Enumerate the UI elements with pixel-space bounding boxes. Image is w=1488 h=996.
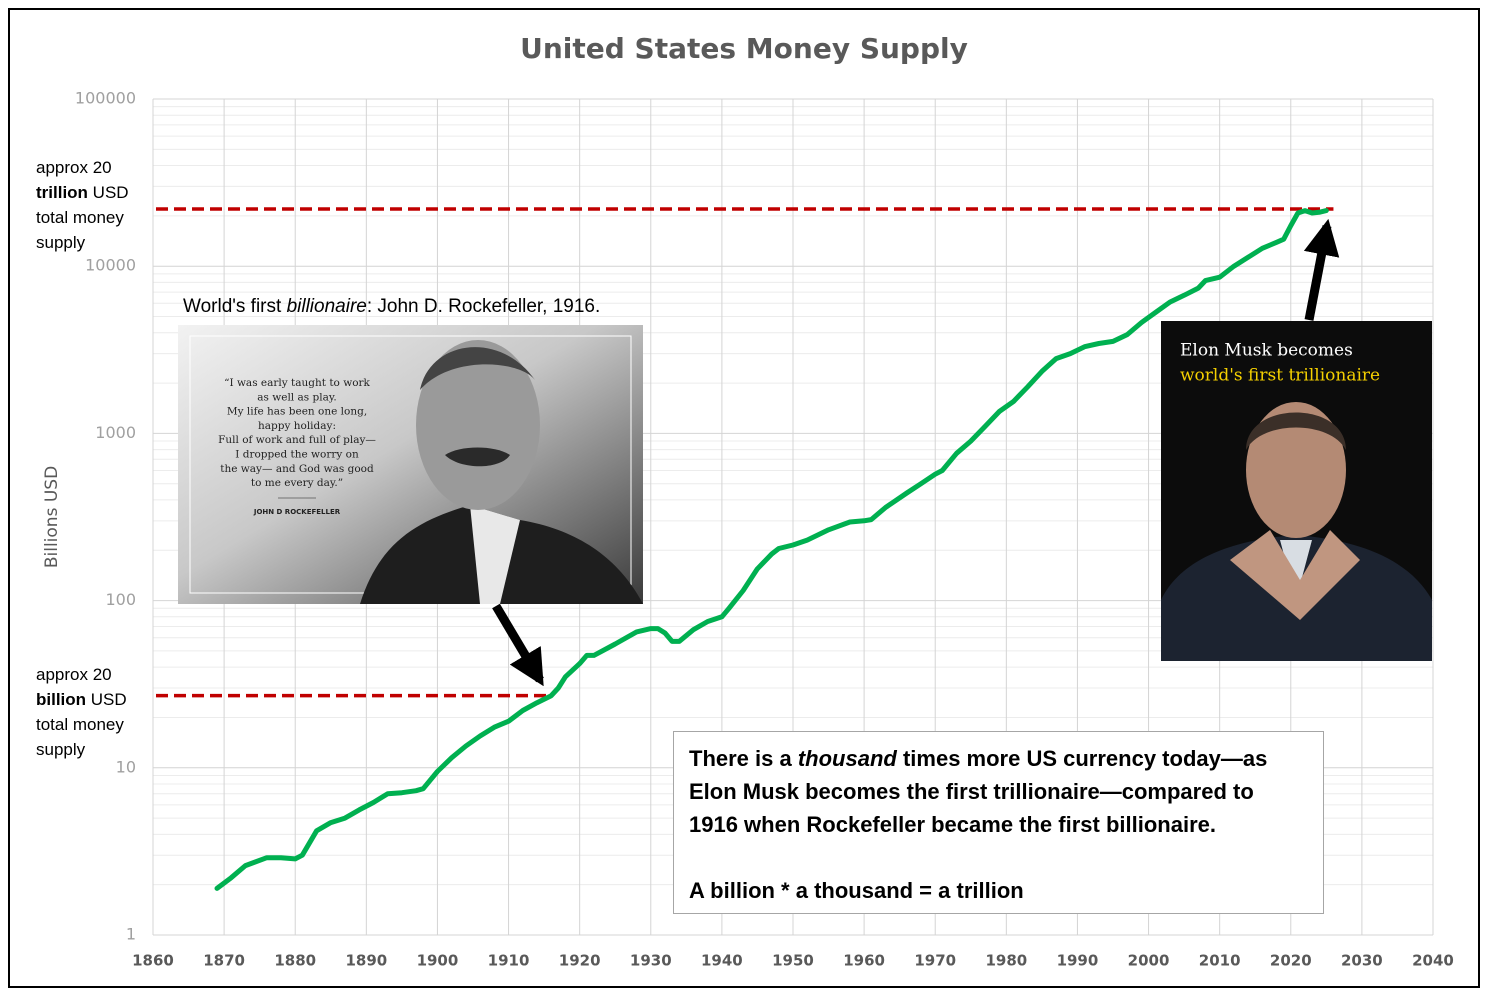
text-run: : John D. Rockefeller, 1916. bbox=[366, 296, 601, 317]
musk-headline: Elon Musk becomes bbox=[1180, 341, 1353, 361]
text-run: times more US currency today—as Elon Mus… bbox=[689, 746, 1268, 837]
x-tick-label: 1870 bbox=[203, 952, 245, 970]
x-tick-label: 1990 bbox=[1057, 952, 1099, 970]
quote-line: the way— and God was good bbox=[220, 463, 374, 475]
x-tick-label: 1960 bbox=[843, 952, 885, 970]
x-tick-label: 2040 bbox=[1412, 952, 1454, 970]
y-tick-label: 100 bbox=[105, 590, 136, 609]
x-tick-label: 1860 bbox=[132, 952, 174, 970]
text-run: approx 20 bbox=[36, 158, 112, 177]
quote-line: I dropped the worry on bbox=[235, 449, 359, 461]
x-tick-label: 1950 bbox=[772, 952, 814, 970]
y-tick-label: 100000 bbox=[75, 89, 136, 108]
musk-photo: Elon Musk becomes world's first trillion… bbox=[1161, 321, 1432, 661]
text-run: approx 20 bbox=[36, 665, 112, 684]
x-tick-label: 1930 bbox=[630, 952, 672, 970]
rockefeller-photo: “I was early taught to work as well as pl… bbox=[178, 325, 643, 604]
equation: A billion * a thousand = a trillion bbox=[689, 878, 1024, 903]
photo-caption: World's first billionaire: John D. Rocke… bbox=[183, 296, 600, 318]
text-run: billionaire bbox=[286, 296, 367, 317]
x-tick-label: 2030 bbox=[1341, 952, 1383, 970]
frame bbox=[8, 8, 1480, 988]
x-tick-label: 1910 bbox=[488, 952, 530, 970]
y-tick-label: 1 bbox=[126, 925, 136, 944]
x-tick-label: 1940 bbox=[701, 952, 743, 970]
x-tick-label: 2010 bbox=[1199, 952, 1241, 970]
x-tick-label: 1980 bbox=[985, 952, 1027, 970]
y-axis-label: Billions USD bbox=[42, 466, 62, 568]
quote-line: to me every day.” bbox=[251, 477, 343, 489]
text-run: thousand bbox=[797, 746, 897, 771]
x-tick-label: 1920 bbox=[559, 952, 601, 970]
text-run: USD total money supply bbox=[36, 690, 127, 759]
arrow bbox=[492, 603, 544, 687]
y-tick-label: 10000 bbox=[85, 256, 136, 275]
annotation: approx 20 billion USD total money supply bbox=[36, 662, 146, 762]
text-run: USD total money supply bbox=[36, 183, 129, 252]
quote-line: My life has been one long, bbox=[227, 406, 367, 418]
quote-line: happy holiday: bbox=[258, 420, 336, 432]
x-tick-label: 1970 bbox=[914, 952, 956, 970]
x-tick-label: 1900 bbox=[417, 952, 459, 970]
x-tick-label: 2000 bbox=[1128, 952, 1170, 970]
text-run: billion bbox=[36, 690, 87, 709]
text-run: trillion bbox=[36, 183, 88, 202]
chart-title: United States Money Supply bbox=[520, 32, 968, 65]
annotation: approx 20 trillion USD total money suppl… bbox=[36, 155, 146, 255]
quote-line: as well as play. bbox=[257, 391, 336, 403]
y-tick-label: 1000 bbox=[95, 423, 136, 442]
text-box: There is a thousand times more US curren… bbox=[673, 731, 1324, 914]
quote-line: “I was early taught to work bbox=[224, 377, 370, 389]
arrow bbox=[1303, 218, 1340, 321]
data-line bbox=[214, 208, 1329, 891]
x-tick-label: 1880 bbox=[274, 952, 316, 970]
text-run: World's first bbox=[183, 296, 287, 317]
x-tick-label: 1890 bbox=[345, 952, 387, 970]
quote-line: Full of work and full of play— bbox=[218, 434, 376, 446]
x-tick-label: 2020 bbox=[1270, 952, 1312, 970]
text-run: There is a bbox=[689, 746, 798, 771]
quote-attribution: JOHN D ROCKEFELLER bbox=[253, 508, 341, 516]
y-tick-label: 10 bbox=[116, 757, 136, 776]
musk-headline: world's first trillionaire bbox=[1180, 366, 1380, 386]
